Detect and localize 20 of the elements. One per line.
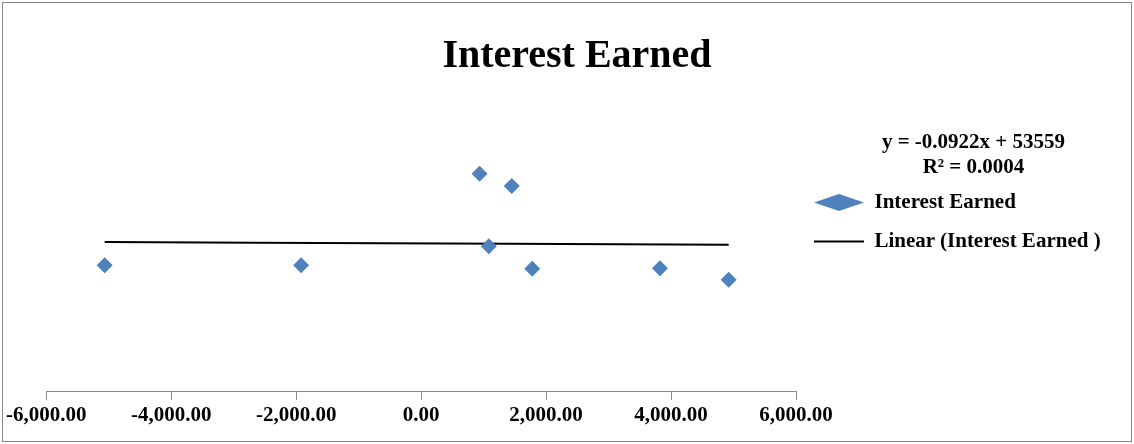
x-tick-label: -2,000.00 xyxy=(255,401,337,426)
text: R² = 0.0004 xyxy=(922,154,1025,179)
point xyxy=(96,257,113,274)
point xyxy=(293,257,310,274)
x-tick-label: 4,000.00 xyxy=(634,401,708,426)
point xyxy=(503,177,520,194)
text: y = -0.0922x + 53559 xyxy=(881,129,1066,154)
point xyxy=(651,260,668,277)
chart-title: Interest Earned xyxy=(442,31,712,77)
point xyxy=(480,238,497,255)
legend-label: Interest Earned xyxy=(874,188,1017,213)
point xyxy=(471,165,488,182)
x-tick-label: 2,000.00 xyxy=(509,401,583,426)
x-tick-label: 0.00 xyxy=(402,401,440,426)
x-tick-label: 6,000.00 xyxy=(759,401,833,426)
point xyxy=(720,271,737,288)
x-tick-label: -4,000.00 xyxy=(130,401,212,426)
legend-label: Linear (Interest Earned ) xyxy=(874,227,1101,252)
point xyxy=(524,260,541,277)
x-tick-label: -6,000.00 xyxy=(6,401,87,426)
